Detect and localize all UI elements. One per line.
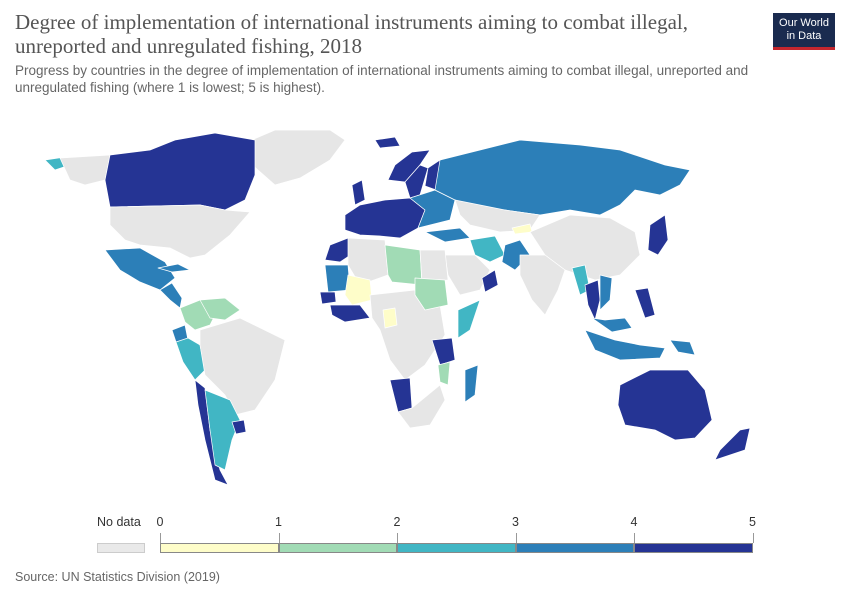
logo-line-2: in Data (786, 30, 822, 42)
region-canada[interactable] (104, 132, 256, 211)
region-india[interactable] (519, 254, 566, 316)
region-uruguay[interactable] (231, 419, 247, 435)
world-map (44, 129, 751, 486)
legend-tick-label: 2 (393, 515, 401, 529)
region-usa-main[interactable] (109, 204, 251, 259)
region-central-america[interactable] (159, 282, 183, 309)
source-note: Source: UN Statistics Division (2019) (15, 570, 220, 584)
legend-no-data-swatch (97, 543, 145, 553)
legend-tick (278, 533, 280, 543)
region-namibia[interactable] (389, 377, 413, 413)
region-cuba[interactable] (157, 263, 191, 273)
owid-logo[interactable]: Our World in Data (773, 13, 835, 50)
region-greenland[interactable] (239, 129, 346, 186)
region-turkey[interactable] (424, 227, 471, 243)
legend-segment[interactable] (160, 543, 279, 553)
region-uk[interactable] (351, 179, 366, 206)
legend-tick (752, 533, 754, 543)
region-venezuela[interactable] (199, 297, 241, 321)
legend-segment[interactable] (397, 543, 516, 553)
region-mali[interactable] (344, 274, 373, 306)
region-indonesia[interactable] (584, 329, 666, 361)
region-algeria[interactable] (347, 237, 389, 286)
chart-title: Degree of implementation of internationa… (15, 10, 688, 58)
region-oman[interactable] (481, 269, 499, 293)
legend-tick-label: 1 (275, 515, 282, 529)
region-mexico[interactable] (104, 247, 176, 291)
legend-tick (160, 533, 161, 543)
region-west-africa-coast[interactable] (329, 304, 371, 323)
region-senegal[interactable] (319, 291, 337, 305)
legend-segment[interactable] (634, 543, 753, 553)
chart-subtitle: Progress by countries in the degree of i… (15, 63, 749, 95)
region-brazil[interactable] (199, 317, 286, 416)
region-madagascar[interactable] (464, 364, 479, 403)
region-japan[interactable] (647, 214, 669, 256)
region-malaysia[interactable] (591, 317, 633, 333)
legend-tick (397, 533, 398, 543)
region-philippines[interactable] (634, 287, 656, 319)
legend-segment[interactable] (515, 543, 634, 553)
region-argentina[interactable] (204, 389, 241, 471)
region-png[interactable] (669, 339, 696, 356)
region-mozambique[interactable] (437, 361, 451, 386)
legend-segment[interactable] (278, 543, 397, 553)
region-saudi-arabia[interactable] (444, 254, 491, 296)
region-morocco[interactable] (324, 237, 356, 263)
region-libya[interactable] (384, 244, 423, 286)
region-south-africa[interactable] (397, 384, 446, 429)
legend-tick (515, 533, 517, 543)
region-thailand[interactable] (584, 279, 601, 321)
region-sweden[interactable] (404, 164, 429, 199)
legend-tick-label: 3 (512, 515, 519, 529)
region-vietnam[interactable] (599, 274, 613, 311)
region-new-zealand[interactable] (714, 427, 751, 461)
map-legend: No data 0 1 2 3 4 5 (0, 505, 850, 565)
legend-tick (634, 533, 635, 543)
legend-tick-label: 5 (749, 515, 756, 529)
legend-no-data-label: No data (97, 515, 141, 529)
region-australia[interactable] (617, 369, 713, 441)
legend-tick-label: 4 (630, 515, 638, 529)
region-iceland[interactable] (374, 136, 401, 149)
region-cameroon[interactable] (382, 307, 398, 329)
region-iran[interactable] (469, 235, 506, 263)
region-egypt[interactable] (419, 249, 449, 283)
region-usa[interactable] (59, 154, 111, 186)
logo-line-1: Our World (779, 17, 829, 29)
region-sudan[interactable] (414, 277, 449, 311)
region-tanzania[interactable] (431, 337, 456, 366)
region-somalia[interactable] (457, 299, 481, 339)
legend-tick-label: 0 (156, 515, 164, 529)
